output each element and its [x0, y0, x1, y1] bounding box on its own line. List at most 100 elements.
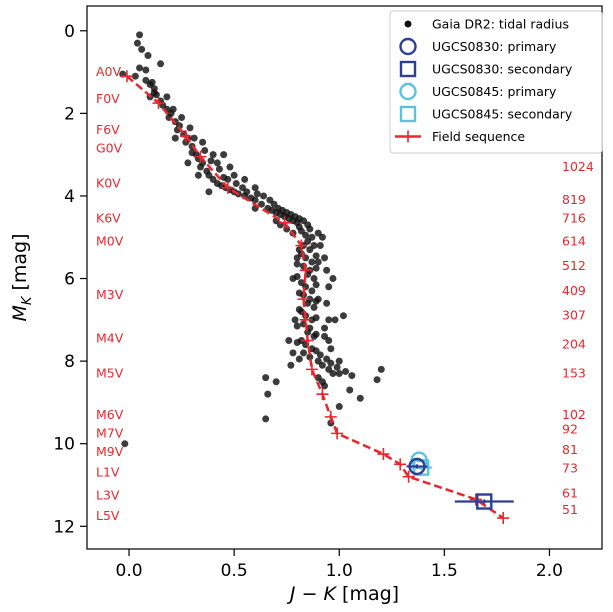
x-tick-label: 1.0: [326, 561, 353, 581]
gaia-point: [335, 370, 343, 378]
spectral-type-label: G0V: [96, 140, 123, 155]
field-sequence-point: [221, 181, 234, 194]
gaia-point: [220, 151, 228, 159]
ugcs0830-primary-marker: [408, 457, 426, 476]
field-sequence-point: [469, 493, 482, 506]
gaia-point: [293, 322, 301, 330]
field-sequence-point: [402, 470, 415, 483]
gaia-point: [316, 241, 324, 249]
gaia-point: [293, 254, 301, 262]
gaia-point: [194, 171, 202, 179]
spectral-type-label: M0V: [96, 233, 124, 248]
gaia-point: [346, 386, 354, 394]
gaia-point: [178, 113, 186, 121]
gaia-point: [308, 233, 316, 241]
spectral-type-label: M7V: [96, 425, 124, 440]
gaia-point: [226, 163, 234, 171]
chart-axes: 0.0 0.5 1.0 1.5 2.0 0 2 4 6 8 10 12 J − K [mag] MK [m…: [9, 5, 603, 605]
legend-circle-icon: [399, 82, 417, 101]
gaia-point: [331, 316, 339, 324]
gaia-point: [329, 275, 337, 283]
gaia-point: [251, 196, 259, 204]
y-tick-label: 2: [64, 104, 75, 124]
gaia-point: [121, 440, 129, 448]
legend-entry-label: UGCS0845: secondary: [432, 107, 573, 122]
gaia-point: [325, 283, 333, 291]
x-tick-label: 0.0: [116, 561, 143, 581]
field-sequence-point: [299, 264, 312, 277]
gaia-point: [335, 357, 343, 365]
gaia-point: [327, 359, 335, 367]
field-sequence-point: [295, 239, 308, 252]
gaia-point: [289, 349, 297, 357]
gaia-point: [325, 316, 333, 324]
gaia-point: [157, 60, 165, 68]
field-sequence-point: [179, 130, 192, 143]
gaia-point: [142, 76, 150, 84]
gaia-point: [306, 225, 314, 233]
gaia-point: [302, 231, 310, 239]
legend-box: [389, 10, 603, 154]
right-value-label: 92: [562, 421, 578, 436]
gaia-point: [201, 147, 209, 155]
spectral-type-label: M9V: [96, 444, 124, 459]
field-sequence-point: [194, 150, 207, 163]
gaia-point: [310, 241, 318, 249]
gaia-point: [329, 370, 337, 378]
gaia-point: [215, 165, 223, 173]
gaia-point: [312, 264, 320, 272]
gaia-point: [314, 258, 322, 266]
gaia-point: [144, 52, 152, 60]
field-sequence-point: [301, 334, 314, 347]
right-value-label: 102: [562, 407, 586, 422]
spectral-type-label: F6V: [96, 122, 120, 137]
field-sequence-point: [120, 70, 133, 83]
legend-circle-icon: [399, 37, 417, 56]
right-value-label: 409: [562, 283, 586, 298]
gaia-point: [171, 134, 179, 142]
legend-dot-icon: [404, 20, 412, 28]
gaia-point: [264, 390, 272, 398]
gaia-point: [327, 345, 335, 353]
gaia-point: [293, 260, 301, 268]
plot-frame: [86, 5, 603, 550]
gaia-point: [224, 175, 232, 183]
spectral-type-label: K0V: [96, 176, 121, 191]
legend-entry-label: Gaia DR2: tidal radius: [432, 17, 569, 32]
right-value-label: 204: [562, 337, 586, 352]
gaia-point: [312, 252, 320, 260]
right-value-label: 716: [562, 211, 586, 226]
legend-entry-label: UGCS0830: secondary: [432, 62, 573, 77]
x-axis-label: J − K [mag]: [286, 583, 399, 605]
gaia-point: [152, 91, 160, 99]
gaia-point: [323, 299, 331, 307]
gaia-point: [318, 378, 326, 386]
y-tick-label: 4: [64, 187, 75, 207]
gaia-point: [323, 266, 331, 274]
gaia-point: [251, 184, 259, 192]
right-value-label: 81: [562, 442, 578, 457]
right-value-label: 512: [562, 258, 586, 273]
gaia-point: [169, 105, 177, 113]
legend-plus-icon: [402, 130, 414, 143]
legend-entry-label: Field sequence: [432, 129, 525, 144]
gaia-point: [308, 258, 316, 266]
gaia-point: [209, 151, 217, 159]
gaia-point: [318, 361, 326, 369]
gaia-point: [373, 376, 381, 384]
field-sequence-point: [299, 313, 312, 326]
gaia-point: [131, 72, 139, 80]
x-tick-label: 1.5: [431, 561, 458, 581]
gaia-point: [316, 351, 324, 359]
gaia-point: [260, 192, 268, 200]
spectral-type-label: M4V: [96, 330, 124, 345]
chart-marks: [119, 31, 514, 525]
gaia-point: [293, 339, 301, 347]
legend-square-icon: [399, 105, 417, 123]
gaia-point: [312, 330, 320, 338]
gaia-point: [285, 336, 293, 344]
spectral-type-label: A0V: [96, 64, 122, 79]
gaia-point: [186, 124, 194, 132]
right-value-label: 61: [562, 485, 578, 500]
